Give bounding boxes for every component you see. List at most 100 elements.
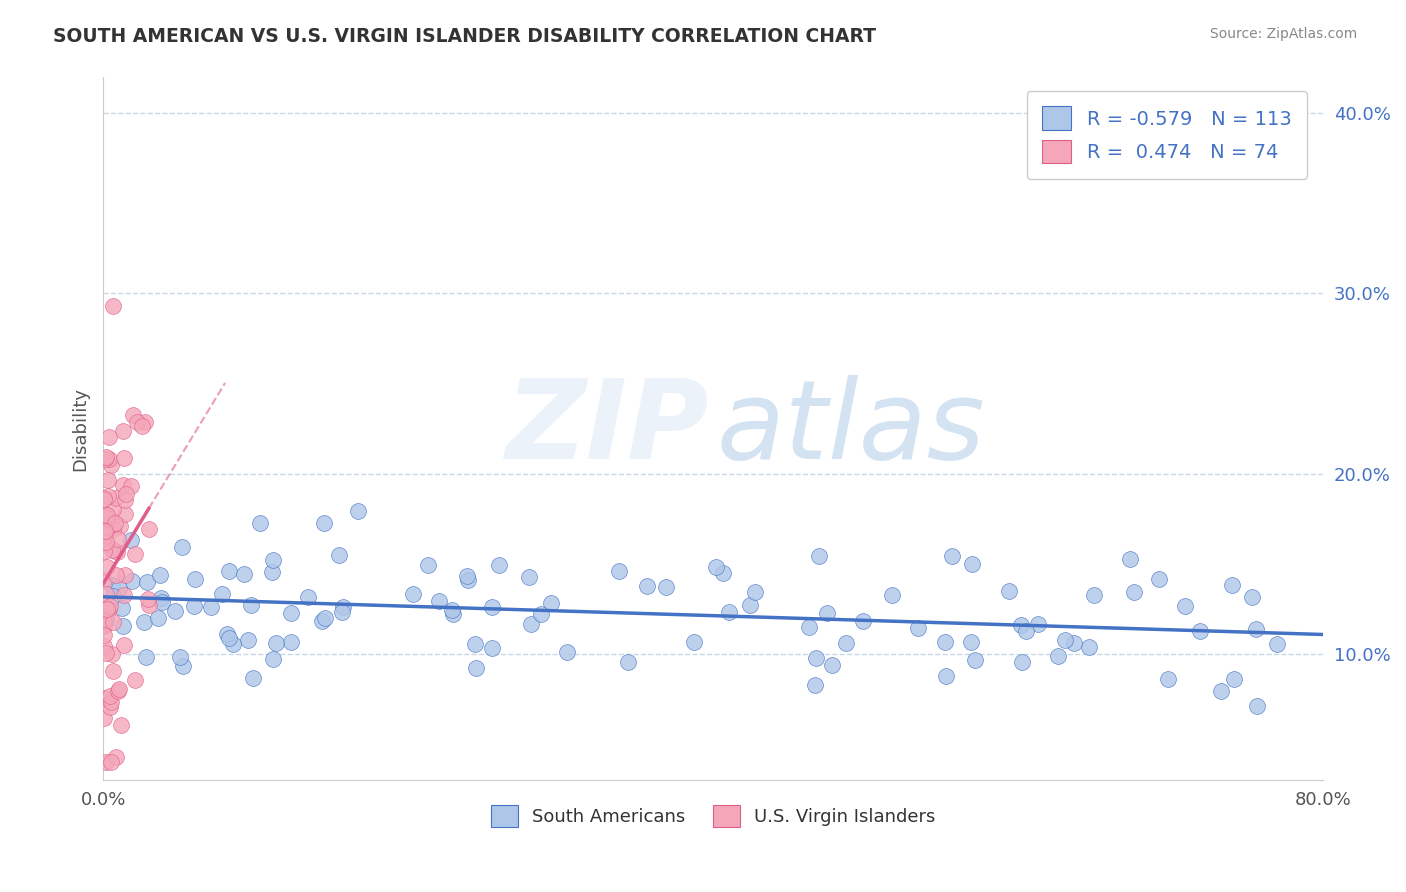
Point [488, 558, 510, 572]
Point [1174, 599, 1197, 613]
Point [94, 509, 117, 524]
Point [149, 568, 172, 582]
Point [100, 755, 122, 769]
Point [1188, 624, 1211, 638]
Point [105, 545, 128, 559]
Point [96, 560, 118, 574]
Point [1015, 624, 1038, 639]
Point [94, 755, 117, 769]
Point [457, 573, 479, 587]
Point [135, 650, 157, 665]
Point [96, 512, 118, 526]
Point [481, 641, 503, 656]
Point [97, 489, 120, 503]
Point [262, 552, 284, 566]
Y-axis label: Disability: Disability [72, 386, 89, 470]
Point [112, 639, 135, 653]
Point [960, 557, 983, 571]
Point [172, 658, 194, 673]
Point [107, 533, 129, 547]
Point [312, 516, 335, 530]
Point [217, 627, 239, 641]
Point [134, 615, 156, 629]
Point [94, 587, 117, 601]
Point [555, 645, 578, 659]
Point [520, 617, 543, 632]
Point [218, 564, 240, 578]
Point [540, 596, 562, 610]
Point [960, 635, 983, 649]
Point [704, 559, 727, 574]
Point [124, 673, 146, 687]
Point [131, 419, 153, 434]
Point [93, 619, 115, 633]
Point [96, 508, 118, 522]
Point [100, 458, 122, 473]
Point [104, 567, 127, 582]
Point [101, 647, 124, 661]
Point [1011, 656, 1033, 670]
Point [1078, 640, 1101, 654]
Point [264, 636, 287, 650]
Point [93, 691, 115, 706]
Point [107, 682, 129, 697]
Point [218, 631, 240, 645]
Point [93, 573, 115, 587]
Point [93, 614, 115, 628]
Point [464, 636, 486, 650]
Legend: South Americans, U.S. Virgin Islanders: South Americans, U.S. Virgin Islanders [484, 797, 942, 834]
Point [519, 569, 541, 583]
Point [94, 535, 117, 549]
Point [1246, 622, 1268, 636]
Point [101, 542, 124, 557]
Point [134, 415, 156, 429]
Point [98, 599, 121, 613]
Point [165, 604, 187, 618]
Point [101, 522, 124, 536]
Point [607, 564, 630, 578]
Point [1063, 636, 1085, 650]
Point [183, 572, 205, 586]
Point [104, 750, 127, 764]
Point [100, 514, 122, 528]
Point [93, 640, 115, 654]
Point [127, 415, 149, 429]
Point [98, 700, 121, 714]
Point [297, 590, 319, 604]
Point [101, 589, 124, 603]
Point [249, 516, 271, 531]
Point [94, 450, 117, 465]
Point [1157, 672, 1180, 686]
Point [169, 650, 191, 665]
Point [347, 504, 370, 518]
Point [104, 516, 127, 530]
Text: SOUTH AMERICAN VS U.S. VIRGIN ISLANDER DISABILITY CORRELATION CHART: SOUTH AMERICAN VS U.S. VIRGIN ISLANDER D… [53, 27, 876, 45]
Point [1046, 648, 1069, 663]
Point [136, 575, 159, 590]
Point [440, 603, 463, 617]
Point [280, 635, 302, 649]
Point [97, 429, 120, 443]
Point [834, 636, 856, 650]
Point [1010, 618, 1032, 632]
Point [120, 533, 142, 547]
Point [738, 598, 761, 612]
Point [617, 655, 640, 669]
Point [96, 524, 118, 539]
Point [101, 577, 124, 591]
Point [1246, 698, 1268, 713]
Point [934, 634, 956, 648]
Point [93, 491, 115, 505]
Point [1026, 616, 1049, 631]
Point [96, 613, 118, 627]
Point [93, 492, 115, 507]
Point [332, 600, 354, 615]
Point [211, 587, 233, 601]
Point [115, 487, 138, 501]
Point [851, 614, 873, 628]
Point [815, 606, 838, 620]
Point [114, 507, 136, 521]
Point [124, 547, 146, 561]
Point [311, 614, 333, 628]
Point [239, 598, 262, 612]
